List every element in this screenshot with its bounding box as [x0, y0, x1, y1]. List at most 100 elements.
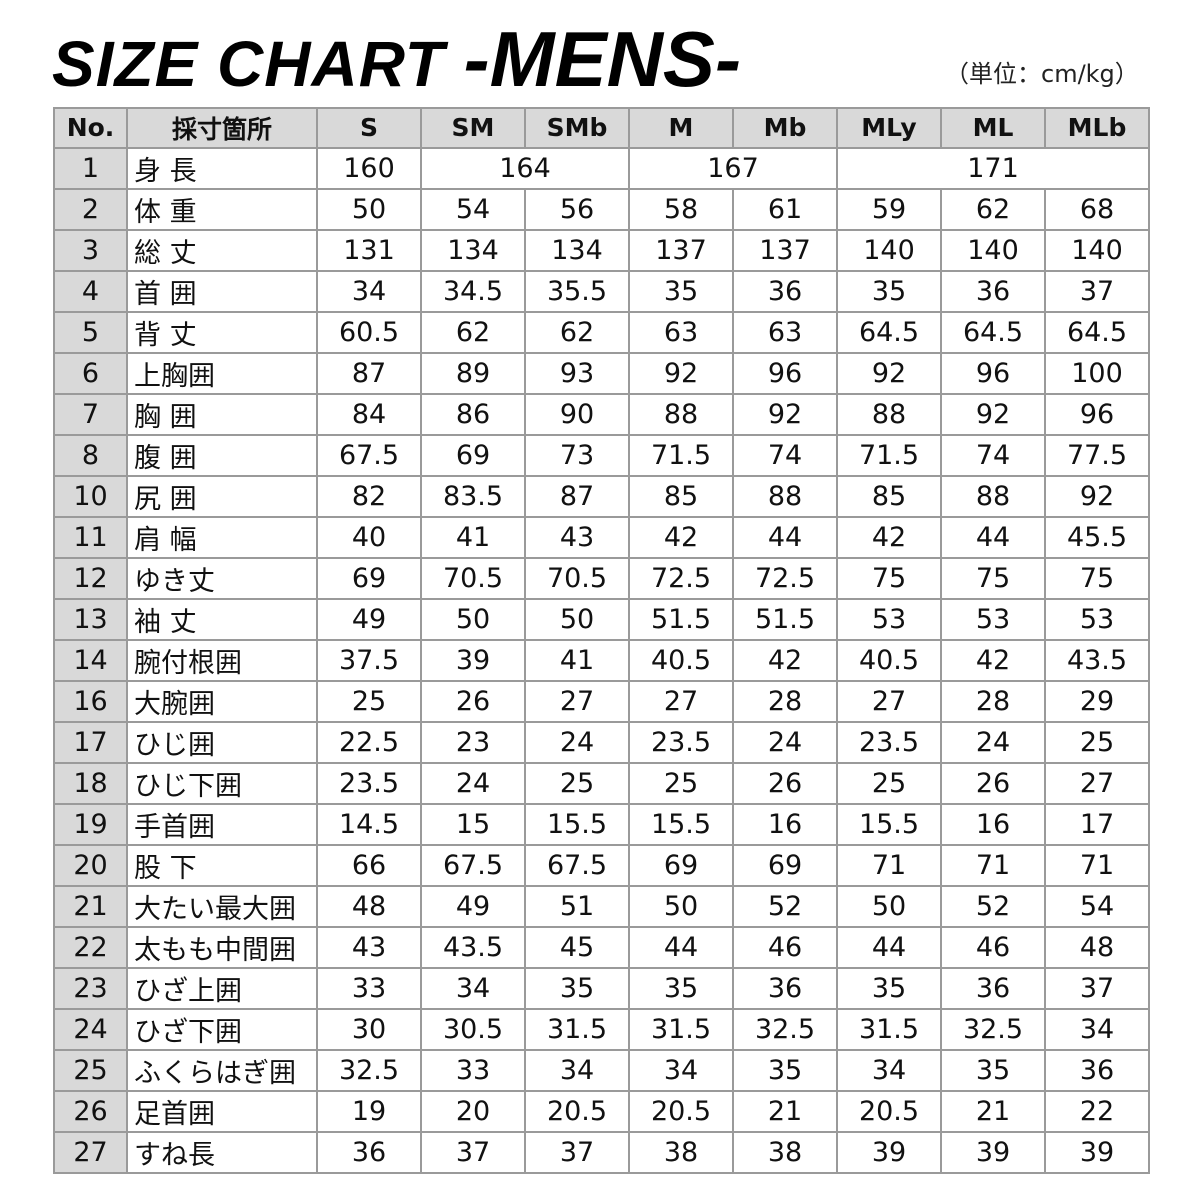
measurement-label: ひざ上囲: [126, 966, 318, 1010]
size-value: 48: [316, 884, 422, 928]
size-value: 96: [940, 351, 1046, 395]
size-value: 85: [836, 474, 942, 518]
size-value: 33: [316, 966, 422, 1010]
size-value: 21: [940, 1089, 1046, 1133]
size-value: 23.5: [628, 720, 734, 764]
size-value: 137: [732, 228, 838, 272]
page-title: SIZE CHART -MENS-: [52, 14, 741, 105]
size-value: 38: [732, 1130, 838, 1174]
size-value: 92: [940, 392, 1046, 436]
row-number: 6: [53, 351, 128, 395]
size-value: 37: [420, 1130, 526, 1174]
size-value: 88: [628, 392, 734, 436]
size-value: 62: [420, 310, 526, 354]
size-value: 43.5: [420, 925, 526, 969]
size-value: 26: [732, 761, 838, 805]
size-value: 42: [732, 638, 838, 682]
size-value: 34: [1044, 1007, 1150, 1051]
size-value: 50: [524, 597, 630, 641]
size-value: 42: [940, 638, 1046, 682]
size-value: 34: [628, 1048, 734, 1092]
size-value: 46: [732, 925, 838, 969]
row-number: 3: [53, 228, 128, 272]
size-value: 66: [316, 843, 422, 887]
size-value: 36: [940, 966, 1046, 1010]
size-value: 44: [628, 925, 734, 969]
size-value: 43.5: [1044, 638, 1150, 682]
measurement-label: 腹 囲: [126, 433, 318, 477]
row-number: 22: [53, 925, 128, 969]
size-value: 36: [316, 1130, 422, 1174]
size-value: 60.5: [316, 310, 422, 354]
row-number: 2: [53, 187, 128, 231]
size-value: 32.5: [940, 1007, 1046, 1051]
row-number: 4: [53, 269, 128, 313]
size-value: 92: [628, 351, 734, 395]
size-value: 49: [420, 884, 526, 928]
column-header: ML: [940, 107, 1046, 149]
size-value: 134: [420, 228, 526, 272]
size-value: 67.5: [316, 433, 422, 477]
unit-note: （単位：cm/kg）: [945, 60, 1139, 88]
size-value: 52: [940, 884, 1046, 928]
size-value: 32.5: [316, 1048, 422, 1092]
table-row: 16 大腕囲 25 26 27 27 28 27 28 29: [53, 679, 1150, 723]
size-value: 56: [524, 187, 630, 231]
size-value: 22: [1044, 1089, 1150, 1133]
size-value: 25: [316, 679, 422, 723]
size-value: 35: [524, 966, 630, 1010]
size-value: 35: [628, 269, 734, 313]
size-value: 64.5: [940, 310, 1046, 354]
size-value: 20.5: [628, 1089, 734, 1133]
size-value: 54: [1044, 884, 1150, 928]
measurement-label: 大たい最大囲: [126, 884, 318, 928]
size-value: 71.5: [836, 433, 942, 477]
size-value: 72.5: [732, 556, 838, 600]
measurement-label: 身 長: [126, 146, 318, 190]
size-value: 67.5: [420, 843, 526, 887]
column-header: M: [628, 107, 734, 149]
size-value: 30.5: [420, 1007, 526, 1051]
size-value: 88: [940, 474, 1046, 518]
size-value: 44: [940, 515, 1046, 559]
size-value: 167: [628, 146, 838, 190]
size-value: 28: [940, 679, 1046, 723]
size-value: 71.5: [628, 433, 734, 477]
size-value: 49: [316, 597, 422, 641]
size-value: 37.5: [316, 638, 422, 682]
size-value: 44: [836, 925, 942, 969]
size-value: 15.5: [628, 802, 734, 846]
size-value: 140: [836, 228, 942, 272]
size-value: 160: [316, 146, 422, 190]
table-row: 24 ひざ下囲 30 30.5 31.5 31.5 32.5 31.5 32.5 34: [53, 1007, 1150, 1051]
size-value: 45: [524, 925, 630, 969]
size-value: 27: [836, 679, 942, 723]
size-value: 34.5: [420, 269, 526, 313]
size-value: 140: [1044, 228, 1150, 272]
size-value: 36: [1044, 1048, 1150, 1092]
size-value: 19: [316, 1089, 422, 1133]
title-main: SIZE CHART: [52, 28, 464, 100]
measurement-label: 首 囲: [126, 269, 318, 313]
table-row: 27 すね長 36 37 37 38 38 39 39 39: [53, 1130, 1150, 1174]
row-number: 27: [53, 1130, 128, 1174]
size-value: 77.5: [1044, 433, 1150, 477]
size-value: 69: [316, 556, 422, 600]
size-value: 61: [732, 187, 838, 231]
size-value: 35: [732, 1048, 838, 1092]
column-header: SMb: [524, 107, 630, 149]
size-value: 74: [732, 433, 838, 477]
row-number: 13: [53, 597, 128, 641]
size-value: 40.5: [836, 638, 942, 682]
row-number: 10: [53, 474, 128, 518]
size-value: 82: [316, 474, 422, 518]
size-value: 69: [732, 843, 838, 887]
column-header: MLy: [836, 107, 942, 149]
table-row: 20 股 下 66 67.5 67.5 69 69 71 71 71: [53, 843, 1150, 887]
size-value: 30: [316, 1007, 422, 1051]
measurement-label: 股 下: [126, 843, 318, 887]
size-value: 50: [836, 884, 942, 928]
row-number: 7: [53, 392, 128, 436]
